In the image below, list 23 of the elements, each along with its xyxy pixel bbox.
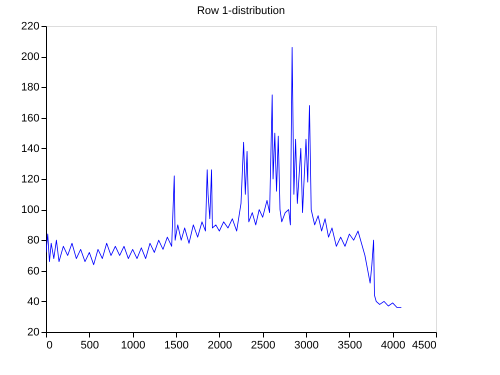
x-tick-label: 1000 — [120, 340, 146, 352]
line-series — [46, 47, 402, 308]
y-tick-label: 160 — [21, 112, 40, 124]
x-tick-label: 4000 — [380, 340, 406, 352]
y-tick-label: 120 — [21, 174, 40, 186]
y-tick-label: 100 — [21, 204, 40, 216]
y-tick-label: 220 — [21, 20, 40, 32]
y-tick-label: 40 — [27, 296, 40, 308]
y-tick-label: 20 — [27, 326, 40, 338]
x-tick-label: 500 — [80, 340, 100, 352]
y-tick-label: 60 — [27, 265, 40, 278]
x-tick-label: 4500 — [412, 340, 436, 352]
x-tick-label: 2000 — [208, 340, 232, 352]
chart-title: Row 1-distribution — [196, 5, 286, 17]
x-tick-label: 0 — [46, 340, 53, 352]
y-tick-label: 140 — [21, 142, 40, 155]
x-tick-label: 3500 — [338, 340, 362, 352]
y-tick-label: 180 — [21, 82, 40, 94]
x-tick-label: 3000 — [294, 340, 319, 352]
x-tick-label: 2500 — [250, 340, 276, 352]
x-tick-label: 1500 — [164, 340, 189, 352]
y-tick-label: 80 — [27, 234, 40, 247]
y-tick-label: 200 — [21, 51, 40, 64]
